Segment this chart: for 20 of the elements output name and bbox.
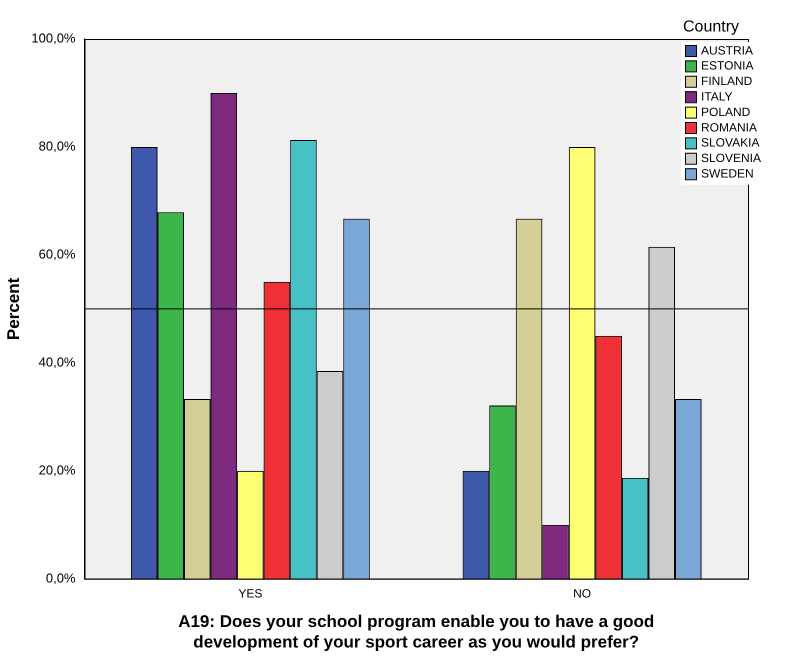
- y-tick-label: 80,0%: [38, 138, 76, 154]
- legend-label: POLAND: [701, 104, 751, 119]
- legend-label: ESTONIA: [701, 58, 754, 73]
- legend-label: SLOVAKIA: [701, 136, 760, 150]
- x-tick-label: NO: [573, 586, 592, 600]
- legend-title: Country: [683, 18, 740, 36]
- y-tick-label: 0,0%: [46, 570, 76, 586]
- y-tick-label: 20,0%: [38, 462, 76, 478]
- legend-label: SLOVENIA: [701, 151, 762, 166]
- legend-label: ITALY: [701, 90, 733, 104]
- x-tick-label: YES: [238, 586, 262, 600]
- y-axis-title: Percent: [4, 277, 23, 340]
- legend-label: FINLAND: [701, 74, 753, 88]
- x-axis-title: A19: Does your school program enable you to have a good development of your sport career as you would prefer?: [178, 612, 654, 652]
- y-tick-label: 100,0%: [31, 30, 76, 46]
- legend-label: AUSTRIA: [701, 43, 754, 58]
- legend-label: ROMANIA: [701, 120, 758, 134]
- y-tick-label: 60,0%: [38, 246, 76, 262]
- y-tick-label: 40,0%: [38, 354, 76, 370]
- legend-label: SWEDEN: [701, 166, 754, 181]
